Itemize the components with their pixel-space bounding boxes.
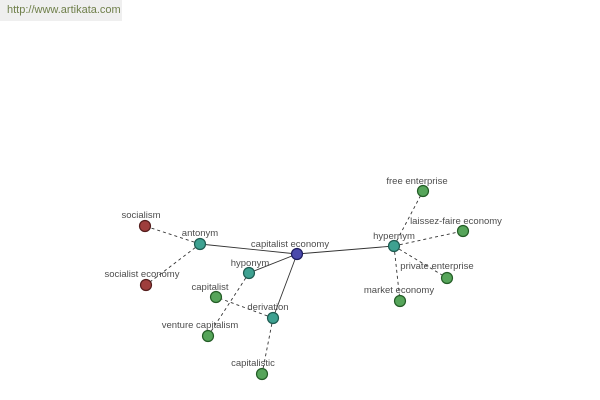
node-socialism[interactable] bbox=[138, 219, 152, 233]
node-label-socialism: socialism bbox=[121, 210, 160, 221]
node-label-venture-capitalism: venture capitalism bbox=[162, 320, 239, 331]
node-private-enterprise[interactable] bbox=[440, 271, 454, 285]
node-capitalistic[interactable] bbox=[255, 367, 269, 381]
edge-hypernym--free-enterprise bbox=[393, 190, 424, 247]
edge-antonym--socialist-economy bbox=[145, 243, 201, 286]
node-label-capitalist: capitalist bbox=[192, 282, 229, 293]
node-hyponym[interactable] bbox=[242, 266, 256, 280]
node-derivation[interactable] bbox=[266, 311, 280, 325]
node-hypernym[interactable] bbox=[387, 239, 401, 253]
edge-capitalist-economy--derivation bbox=[272, 253, 298, 319]
edge-capitalist-economy--hypernym bbox=[296, 245, 395, 255]
node-venture-capitalism[interactable] bbox=[201, 329, 215, 343]
node-label-socialist-economy: socialist economy bbox=[105, 269, 180, 280]
node-label-hyponym: hyponym bbox=[231, 258, 270, 269]
edge-antonym--socialism bbox=[144, 225, 201, 245]
edge-capitalist-economy--antonym bbox=[199, 243, 298, 255]
node-capitalist[interactable] bbox=[209, 290, 223, 304]
node-label-derivation: derivation bbox=[247, 302, 288, 313]
node-capitalist-economy[interactable] bbox=[290, 247, 304, 261]
node-label-free-enterprise: free enterprise bbox=[386, 176, 447, 187]
node-free-enterprise[interactable] bbox=[416, 184, 430, 198]
node-socialist-economy[interactable] bbox=[139, 278, 153, 292]
edge-hypernym--private-enterprise bbox=[393, 245, 448, 279]
node-label-capitalistic: capitalistic bbox=[231, 358, 275, 369]
node-label-antonym: antonym bbox=[182, 228, 219, 239]
node-label-laissez-faire-economy: laissez-faire economy bbox=[410, 216, 502, 227]
edge-hyponym--venture-capitalism bbox=[207, 272, 250, 337]
url-label: http://www.artikata.com bbox=[0, 0, 122, 21]
node-antonym[interactable] bbox=[193, 237, 207, 251]
edge-capitalist-economy--hyponym bbox=[248, 253, 298, 274]
node-laissez-faire-economy[interactable] bbox=[456, 224, 470, 238]
node-label-hypernym: hypernym bbox=[373, 231, 415, 242]
node-label-market-economy: market economy bbox=[364, 285, 434, 296]
node-label-private-enterprise: private enterprise bbox=[400, 261, 473, 272]
node-label-capitalist-economy: capitalist economy bbox=[251, 239, 329, 250]
node-market-economy[interactable] bbox=[393, 294, 407, 308]
edge-derivation--capitalist bbox=[215, 296, 274, 319]
